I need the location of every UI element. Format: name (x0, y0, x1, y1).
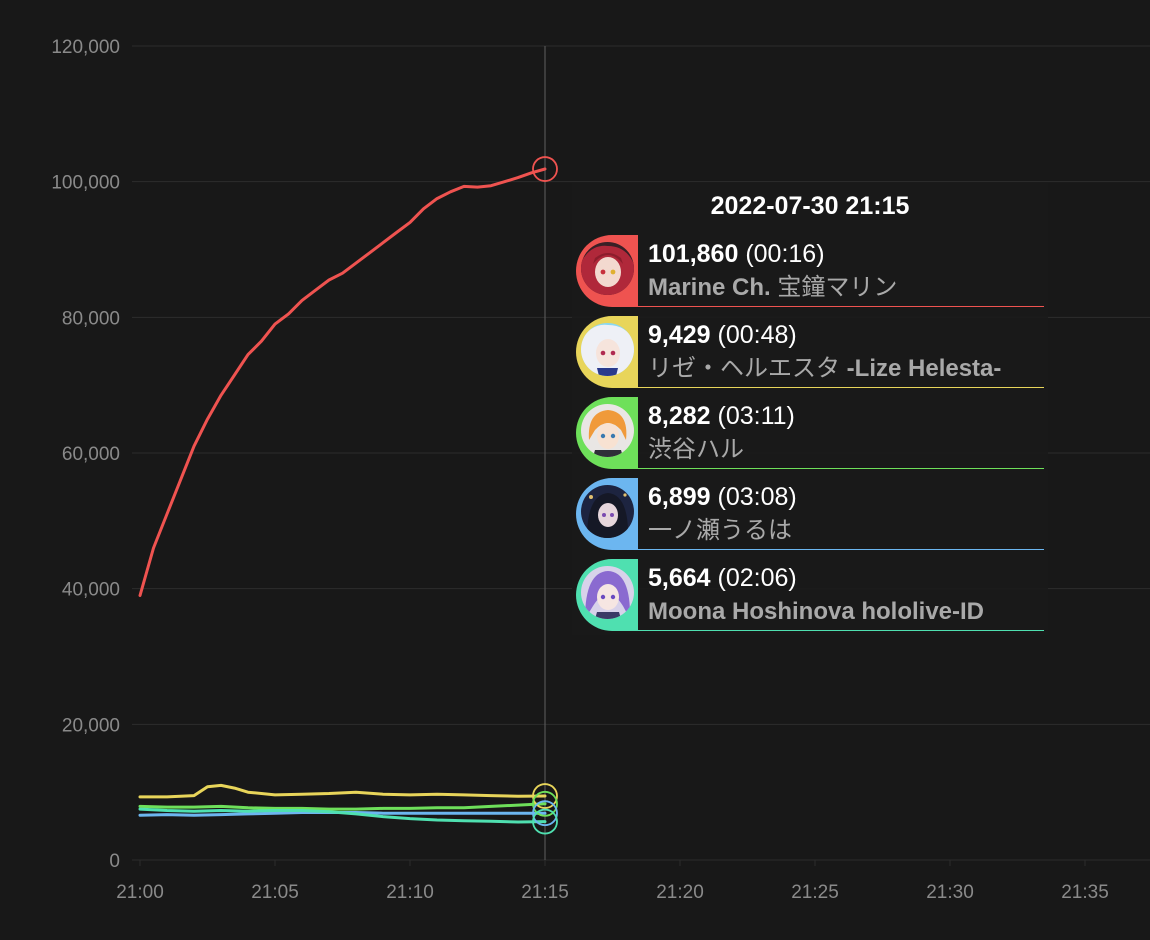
y-tick-label: 120,000 (51, 37, 120, 58)
y-tick-label: 80,000 (62, 308, 120, 329)
entry-count: 5,664 (648, 564, 711, 592)
x-tick-label: 21:25 (791, 882, 839, 903)
entry-duration: (00:48) (717, 321, 797, 349)
channel-name-rest: 渋谷ハル (648, 436, 744, 463)
y-tick-label: 60,000 (62, 444, 120, 465)
series-line (138, 807, 547, 824)
entry-value: 5,664 (02:06) (648, 563, 797, 593)
channel-name-rest: 一ノ瀬うるは (648, 517, 792, 544)
x-tick-label: 21:30 (926, 882, 974, 903)
entry-count: 8,282 (648, 402, 711, 430)
entry-underline (638, 387, 1044, 388)
tooltip-entry[interactable]: 5,664 (02:06) Moona Hoshinova hololive-I… (576, 559, 1044, 631)
haru-avatar-icon (581, 404, 634, 457)
channel-name-rest: 宝鐘マリン (770, 274, 898, 301)
entry-count: 101,860 (648, 240, 739, 268)
y-tick-label: 40,000 (62, 580, 120, 601)
channel-name-latin: -Lize Helesta- (846, 355, 1002, 382)
tooltip-entry[interactable]: 9,429 (00:48) リゼ・ヘルエスタ -Lize Helesta- (576, 316, 1044, 388)
x-tick-label: 21:15 (521, 882, 569, 903)
channel-name-latin: Marine Ch. (648, 274, 771, 301)
x-tick-label: 21:20 (656, 882, 704, 903)
hover-marker (532, 790, 558, 817)
entry-underline (638, 468, 1044, 469)
hover-marker (532, 156, 558, 182)
hover-tooltip: 2022-07-30 21:15 101,860 (00:16) Marine … (572, 183, 1048, 635)
tooltip-entry[interactable]: 6,899 (03:08) 一ノ瀬うるは (576, 478, 1044, 550)
tooltip-entry[interactable]: 8,282 (03:11) 渋谷ハル (576, 397, 1044, 469)
entry-value: 9,429 (00:48) (648, 320, 797, 350)
series-line (138, 802, 547, 811)
entry-duration: (03:11) (717, 402, 795, 430)
entry-duration: (02:06) (717, 564, 797, 592)
uruha-avatar-icon (581, 485, 634, 538)
y-tick-label: 100,000 (51, 173, 120, 194)
entry-count: 6,899 (648, 483, 711, 511)
x-tick-label: 21:35 (1061, 882, 1109, 903)
channel-name-rest: リゼ・ヘルエスタ (648, 355, 847, 382)
x-axis-ticks: 21:00 21:05 21:10 21:15 21:20 21:25 21:30 21:35 (116, 882, 1109, 903)
series-line (138, 783, 547, 799)
y-axis-ticks: 0 20,000 40,000 60,000 80,000 100,000 120,000 (51, 37, 120, 872)
hover-marker (532, 808, 558, 835)
x-tick-label: 21:05 (251, 882, 299, 903)
entry-channel-name: Moona Hoshinova hololive-ID (648, 597, 984, 627)
y-tick-label: 0 (109, 851, 120, 872)
entry-value: 101,860 (00:16) (648, 239, 825, 269)
entry-channel-name: Marine Ch. 宝鐘マリン (648, 273, 897, 303)
entry-value: 6,899 (03:08) (648, 482, 797, 512)
hover-marker (532, 783, 558, 809)
entry-underline (638, 306, 1044, 307)
entry-underline (638, 630, 1044, 631)
entry-channel-name: 一ノ瀬うるは (648, 516, 792, 546)
entry-channel-name: リゼ・ヘルエスタ -Lize Helesta- (648, 354, 1001, 384)
x-tick-label: 21:10 (386, 882, 434, 903)
series-lines (138, 167, 547, 824)
hover-markers (532, 156, 558, 835)
x-tick-label: 21:00 (116, 882, 164, 903)
tooltip-title: 2022-07-30 21:15 (710, 192, 910, 220)
entry-count: 9,429 (648, 321, 711, 349)
y-tick-label: 20,000 (62, 715, 120, 736)
lize-avatar-icon (581, 323, 634, 376)
entry-channel-name: 渋谷ハル (648, 435, 744, 465)
entry-duration: (03:08) (717, 483, 797, 511)
entry-underline (638, 549, 1044, 550)
tooltip-entry[interactable]: 101,860 (00:16) Marine Ch. 宝鐘マリン (576, 235, 1044, 307)
marine-avatar-icon (581, 242, 634, 295)
hover-marker (532, 800, 558, 827)
moona-avatar-icon (581, 566, 634, 619)
entry-duration: (00:16) (745, 240, 825, 268)
channel-name-latin: Moona Hoshinova hololive-ID (648, 598, 985, 625)
series-line (138, 167, 547, 597)
entry-value: 8,282 (03:11) (648, 401, 795, 431)
